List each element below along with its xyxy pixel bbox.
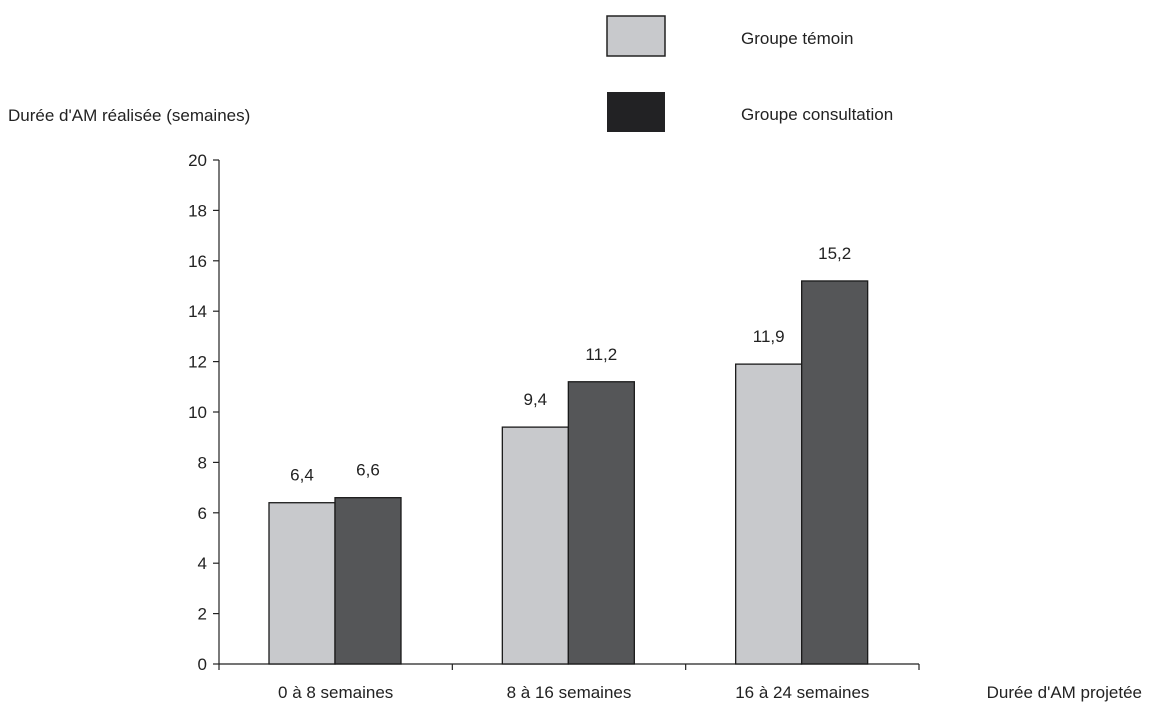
bar-value-label: 15,2 <box>818 244 851 263</box>
legend-swatch-groupe-consultation <box>607 92 665 132</box>
y-tick-label: 4 <box>198 554 207 573</box>
data-labels: 6,4 6,6 9,4 11,2 11,9 15,2 <box>290 244 851 485</box>
y-tick-label: 8 <box>198 453 207 472</box>
bar-value-label: 6,4 <box>290 466 314 485</box>
legend-swatch-groupe-temoin <box>606 15 666 57</box>
y-tick-label: 20 <box>188 151 207 170</box>
legend: Groupe témoin Groupe consultation <box>606 15 893 132</box>
bar-groupe-temoin <box>268 502 336 665</box>
x-axis-title: Durée d'AM projetée <box>987 683 1142 702</box>
bars <box>268 280 869 665</box>
bar-value-label: 11,2 <box>585 345 617 364</box>
x-ticks <box>218 664 920 670</box>
y-tick-label: 18 <box>188 201 207 220</box>
y-tick-label: 0 <box>198 655 207 674</box>
y-tick-label: 10 <box>188 403 207 422</box>
bar-value-label: 9,4 <box>524 390 548 409</box>
y-tick-label: 14 <box>188 302 207 321</box>
bar-groupe-temoin <box>501 426 569 665</box>
y-axis-title: Durée d'AM réalisée (semaines) <box>8 106 250 125</box>
category-label: 16 à 24 semaines <box>735 683 869 702</box>
bar-groupe-temoin <box>735 363 803 665</box>
y-tick-label: 6 <box>198 504 207 523</box>
bar-groupe-consultation <box>567 381 635 665</box>
bar-value-label: 6,6 <box>356 461 380 480</box>
legend-label-groupe-consultation: Groupe consultation <box>741 105 893 124</box>
legend-label-groupe-temoin: Groupe témoin <box>741 29 853 48</box>
category-label: 0 à 8 semaines <box>278 683 393 702</box>
category-labels: 0 à 8 semaines 8 à 16 semaines 16 à 24 sem… <box>278 683 869 702</box>
y-tick-label: 16 <box>188 252 207 271</box>
y-ticks: 0 2 4 6 8 10 12 14 16 18 20 <box>188 151 219 674</box>
bar-value-label: 11,9 <box>753 327 785 346</box>
bar-groupe-consultation <box>801 280 869 665</box>
y-tick-label: 12 <box>188 353 207 372</box>
y-tick-label: 2 <box>198 605 207 624</box>
category-label: 8 à 16 semaines <box>507 683 632 702</box>
bar-groupe-consultation <box>334 497 402 665</box>
